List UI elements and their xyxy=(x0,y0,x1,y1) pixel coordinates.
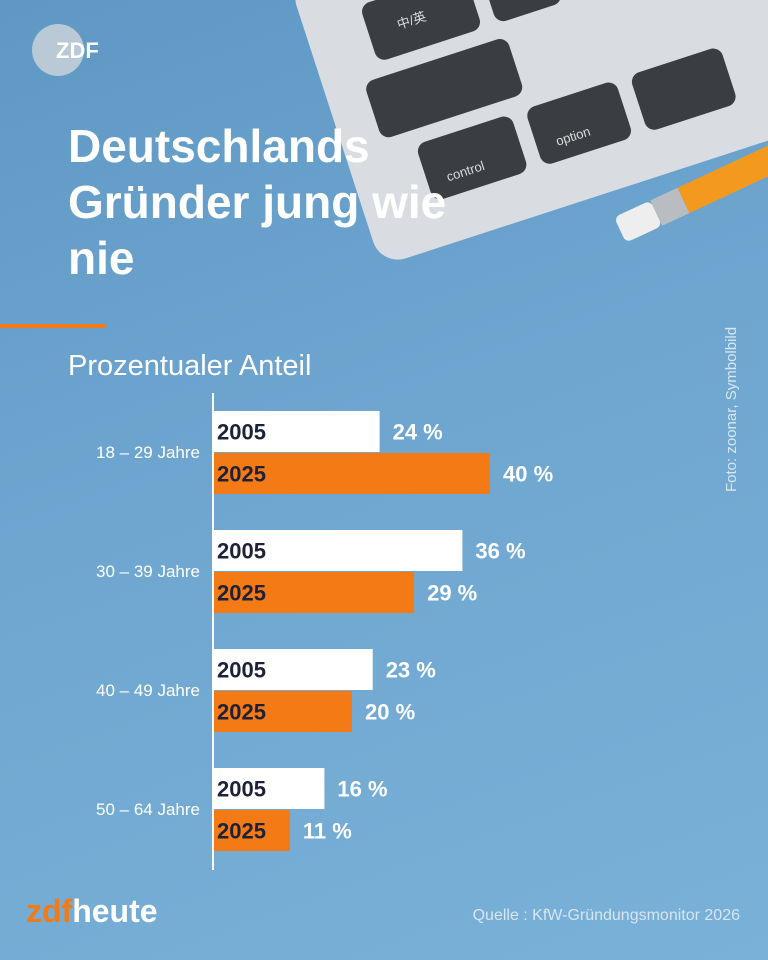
logo-circle xyxy=(32,24,84,76)
category-label: 30 – 39 Jahre xyxy=(96,562,200,581)
series-label: 2005 xyxy=(217,420,266,445)
bar xyxy=(214,530,463,571)
brand-part: heute xyxy=(72,893,157,929)
series-label: 2005 xyxy=(217,777,266,802)
series-label: 2025 xyxy=(217,462,266,487)
key xyxy=(366,39,523,138)
brand-part: zdf xyxy=(26,893,73,929)
series-label: 2005 xyxy=(217,658,266,683)
bar xyxy=(214,453,490,494)
value-label: 40 % xyxy=(503,462,553,487)
value-label: 20 % xyxy=(365,700,415,725)
photo-credit: Foto: zoonar, Symbolbild xyxy=(723,327,740,492)
category-label: 50 – 64 Jahre xyxy=(96,800,200,819)
bar xyxy=(214,411,380,452)
category-label: 40 – 49 Jahre xyxy=(96,681,200,700)
value-label: 36 % xyxy=(475,539,525,564)
logo: ZDF xyxy=(56,38,99,63)
value-label: 29 % xyxy=(427,581,477,606)
key xyxy=(480,0,561,22)
value-label: 24 % xyxy=(393,420,443,445)
chart-subtitle: Prozentualer Anteil xyxy=(68,350,312,382)
value-label: 11 % xyxy=(303,819,352,844)
key xyxy=(527,82,631,164)
value-label: 23 % xyxy=(386,658,436,683)
bar xyxy=(214,649,373,690)
source: Quelle : KfW-Gründungsmonitor 2026 xyxy=(473,907,741,924)
series-label: 2025 xyxy=(217,819,266,844)
brand: zdfheute xyxy=(26,893,158,929)
key xyxy=(362,0,481,60)
key xyxy=(631,48,736,130)
bar xyxy=(214,572,415,613)
key xyxy=(417,116,527,200)
series-label: 2025 xyxy=(217,581,266,606)
divider xyxy=(0,324,106,328)
bar xyxy=(214,768,325,809)
bar xyxy=(214,691,352,732)
bar xyxy=(214,810,290,851)
value-label: 16 % xyxy=(337,777,387,802)
series-label: 2025 xyxy=(217,700,266,725)
chart-title: Deutschlands Gründer jung wie nie xyxy=(68,120,447,284)
category-label: 18 – 29 Jahre xyxy=(96,443,200,462)
keyboard-photo: 中/英 Z X control option xyxy=(295,0,768,260)
series-label: 2005 xyxy=(217,539,266,564)
pencil-photo xyxy=(616,103,768,241)
